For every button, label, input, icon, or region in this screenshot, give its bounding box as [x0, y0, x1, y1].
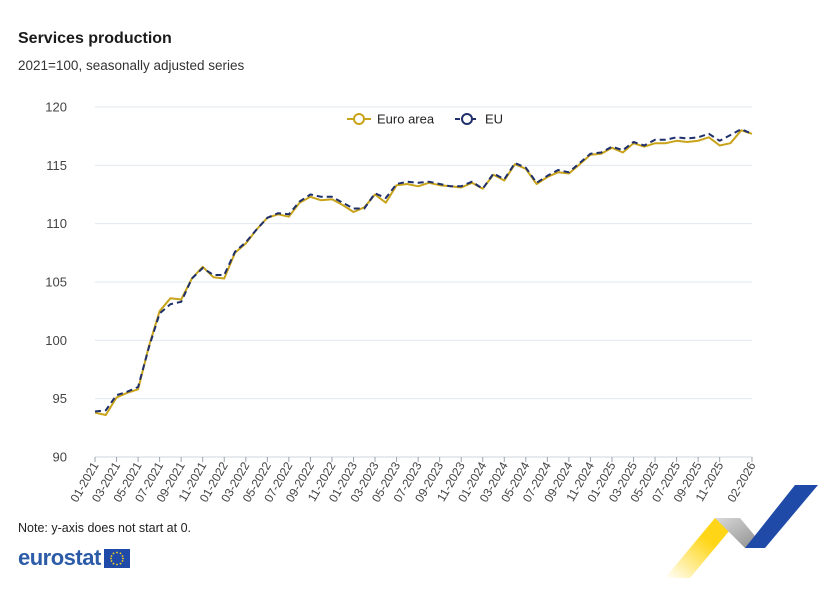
series-line-eu[interactable]: [94, 128, 753, 413]
services-production-line-chart: 90 95 100 105 110 115 120 01-202103-202105-202…: [45, 100, 759, 505]
grid-layer: [95, 106, 752, 458]
y-tick-label: 115: [46, 158, 67, 173]
eurostat-logo-text: eurostat: [18, 545, 101, 570]
legend-label: Euro area: [377, 112, 435, 127]
series-line-euro-area[interactable]: [94, 129, 753, 416]
x-axis-ticks: 01-202103-202105-202107-202109-202111-20…: [67, 457, 759, 505]
legend-item-eu[interactable]: EU: [455, 112, 503, 127]
y-tick-label: 120: [45, 100, 67, 115]
eu-flag-icon: [103, 548, 130, 568]
chart-subtitle: 2021=100, seasonally adjusted series: [18, 58, 245, 73]
y-tick-label: 95: [53, 391, 67, 406]
legend-marker-icon: [461, 113, 473, 125]
decorative-ribbon-graphic: [665, 485, 818, 578]
series-layer: [94, 128, 753, 416]
legend-label: EU: [485, 112, 503, 127]
chart-title: Services production: [18, 30, 172, 47]
legend-item-euro-area[interactable]: Euro area: [347, 112, 435, 127]
y-tick-label: 90: [53, 450, 67, 465]
y-tick-label: 100: [45, 333, 67, 348]
legend-marker-icon: [353, 113, 365, 125]
footnote: Note: y-axis does not start at 0.: [18, 521, 191, 535]
y-tick-label: 105: [45, 275, 67, 290]
y-axis-ticks: 90 95 100 105 110 115 120: [45, 100, 67, 465]
eurostat-logo[interactable]: eurostat: [18, 545, 130, 571]
legend[interactable]: Euro area EU: [347, 112, 503, 127]
y-tick-label: 110: [46, 216, 67, 231]
